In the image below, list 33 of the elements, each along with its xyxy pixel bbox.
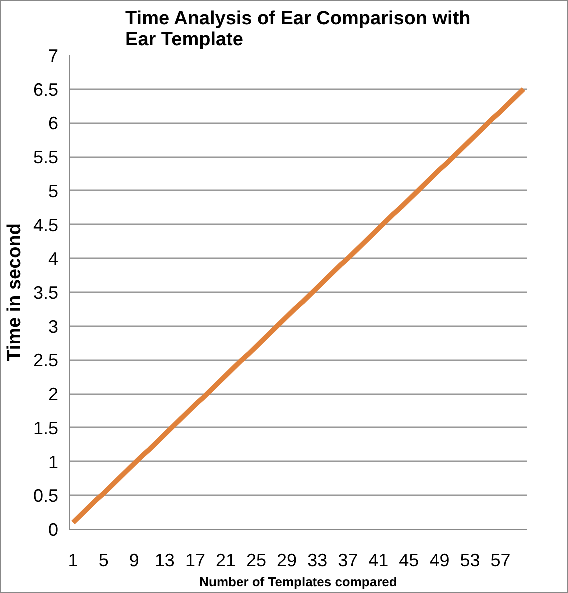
y-tick-label: 5 — [48, 181, 59, 202]
y-tick-label: 2.5 — [33, 350, 59, 371]
x-tick-label: 13 — [154, 550, 175, 570]
y-tick-label: 6.5 — [33, 80, 59, 100]
y-tick-label: 3.5 — [33, 283, 59, 303]
chart-title: Time Analysis of Ear Comparison with Ear Template — [126, 8, 471, 50]
y-tick-label: 5.5 — [33, 148, 59, 168]
y-tick-label: 0.5 — [33, 486, 59, 506]
y-tick-label: 1 — [48, 452, 59, 472]
x-tick-label: 29 — [277, 550, 298, 570]
y-tick-label: 4.5 — [33, 215, 59, 236]
y-tick-label: 3 — [48, 316, 59, 337]
x-tick-label: 25 — [246, 550, 267, 570]
y-tick-label: 2 — [48, 384, 59, 405]
x-tick-label: 9 — [129, 550, 140, 570]
x-tick-label: 1 — [68, 550, 78, 570]
x-tick-label: 21 — [216, 550, 236, 570]
x-tick-label: 33 — [308, 550, 328, 570]
x-tick-label: 17 — [185, 550, 206, 570]
x-tick-label: 53 — [460, 550, 480, 570]
x-tick-label: 49 — [430, 550, 450, 570]
x-tick-label: 37 — [338, 550, 358, 570]
y-tick-label: 6 — [48, 114, 59, 134]
y-axis-title: Time in second — [4, 224, 26, 362]
y-tick-label: 4 — [48, 249, 59, 270]
x-tick-label: 57 — [490, 550, 511, 570]
y-tick-label: 7 — [48, 46, 59, 66]
x-tick-label: 45 — [399, 550, 420, 570]
y-tick-label: 0 — [48, 520, 59, 540]
x-axis-title: Number of Templates compared — [200, 574, 398, 590]
y-tick-label: 1.5 — [33, 418, 59, 438]
x-tick-label: 5 — [98, 550, 109, 570]
x-tick-label: 41 — [368, 550, 389, 570]
